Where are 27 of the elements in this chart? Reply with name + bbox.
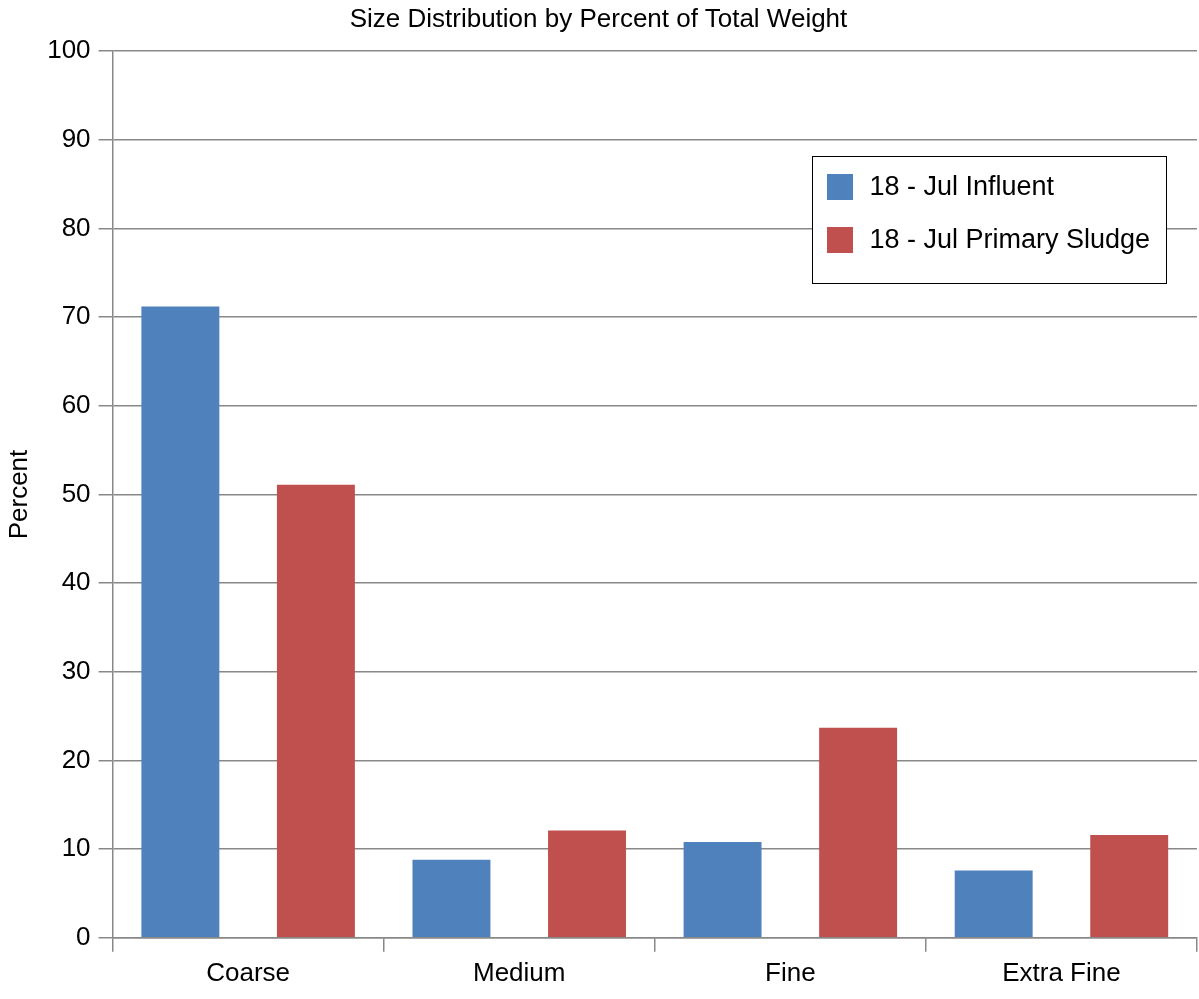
x-tick-label: Extra Fine — [1002, 956, 1121, 987]
y-tick-label: 80 — [61, 211, 91, 242]
y-tick-label: 70 — [61, 300, 91, 331]
y-tick-label: 10 — [61, 832, 91, 863]
y-tick-label: 30 — [61, 654, 91, 685]
y-tick-label: 20 — [61, 743, 91, 774]
bar — [548, 830, 626, 938]
y-tick-label: 0 — [76, 920, 91, 951]
y-tick-label: 100 — [47, 34, 91, 65]
y-tick-label: 90 — [61, 123, 91, 154]
bar — [819, 727, 898, 938]
bar — [683, 842, 762, 938]
bar — [1090, 834, 1169, 938]
x-tick-label: Fine — [765, 956, 816, 987]
bar — [954, 870, 1033, 938]
bar — [276, 484, 355, 938]
bar — [141, 306, 220, 938]
legend-label: 18 - Jul Primary Sludge — [869, 224, 1150, 256]
y-tick-label: 60 — [61, 389, 91, 420]
y-tick-label: 40 — [61, 566, 91, 597]
x-tick-label: Medium — [473, 956, 566, 987]
chart-title: Size Distribution by Percent of Total Weight — [349, 2, 849, 33]
y-tick-label: 50 — [61, 477, 91, 508]
bar — [412, 859, 491, 938]
x-tick-label: Coarse — [206, 956, 291, 987]
y-axis-title: Percent — [2, 448, 33, 540]
legend-label: 18 - Jul Influent — [869, 171, 1054, 203]
